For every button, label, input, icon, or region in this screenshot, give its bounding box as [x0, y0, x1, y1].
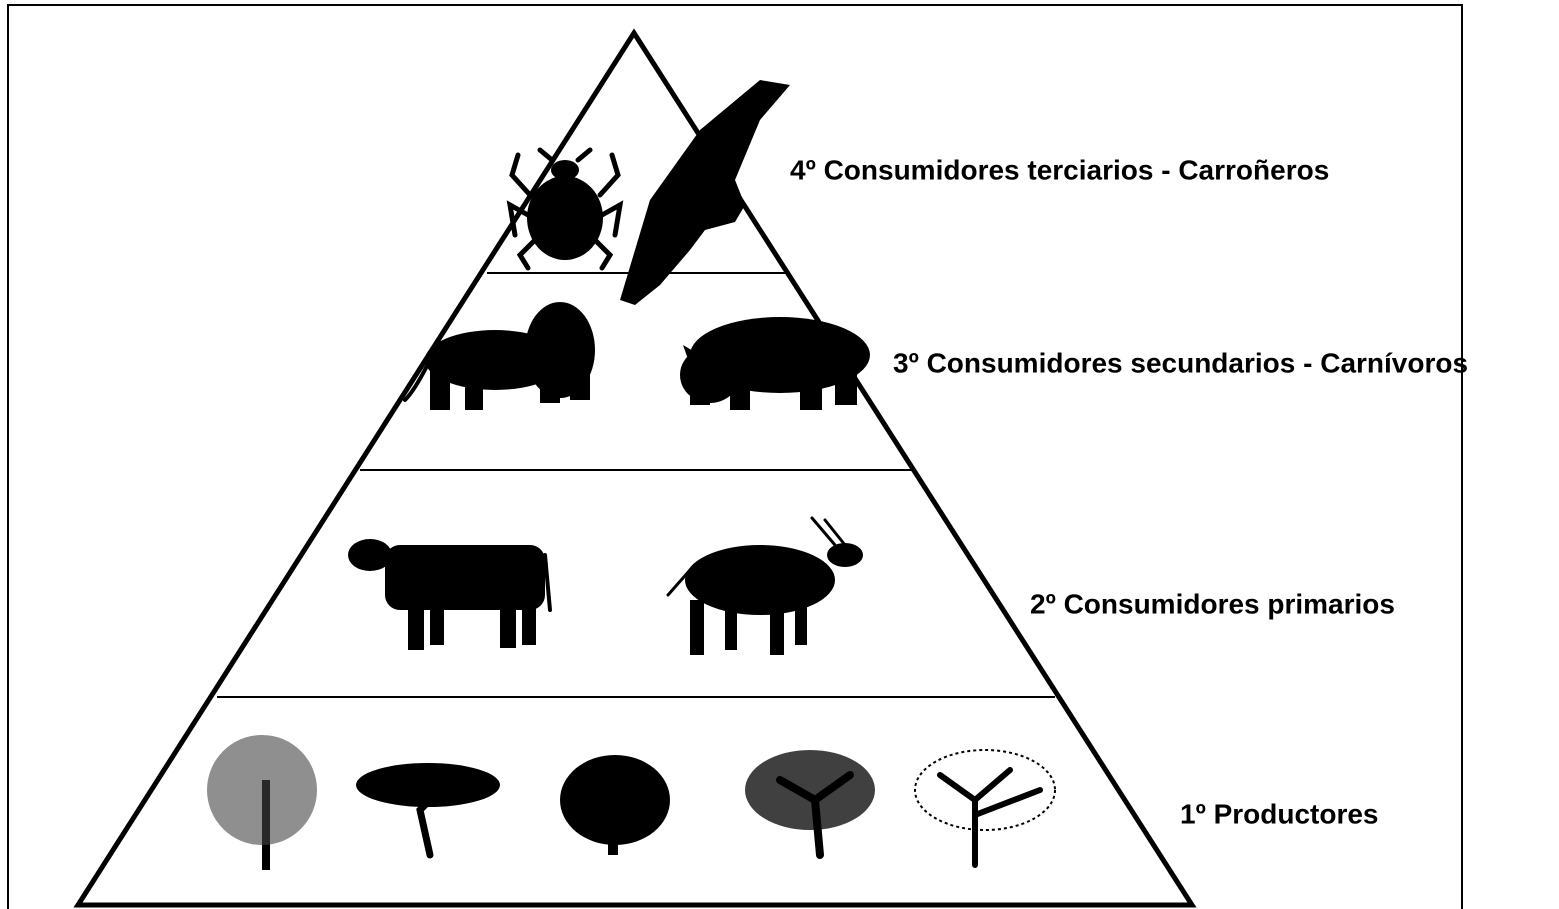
level-label: 4º Consumidores terciarios - Carroñeros: [790, 154, 1329, 185]
level-label: 3º Consumidores secundarios - Carnívoros: [893, 347, 1468, 378]
page: 4º Consumidores terciarios - Carroñeros …: [0, 0, 1559, 909]
diagram: 4º Consumidores terciarios - Carroñeros …: [0, 0, 1559, 909]
level-label: 1º Productores: [1180, 798, 1379, 829]
level-label: 2º Consumidores primarios: [1030, 588, 1395, 619]
